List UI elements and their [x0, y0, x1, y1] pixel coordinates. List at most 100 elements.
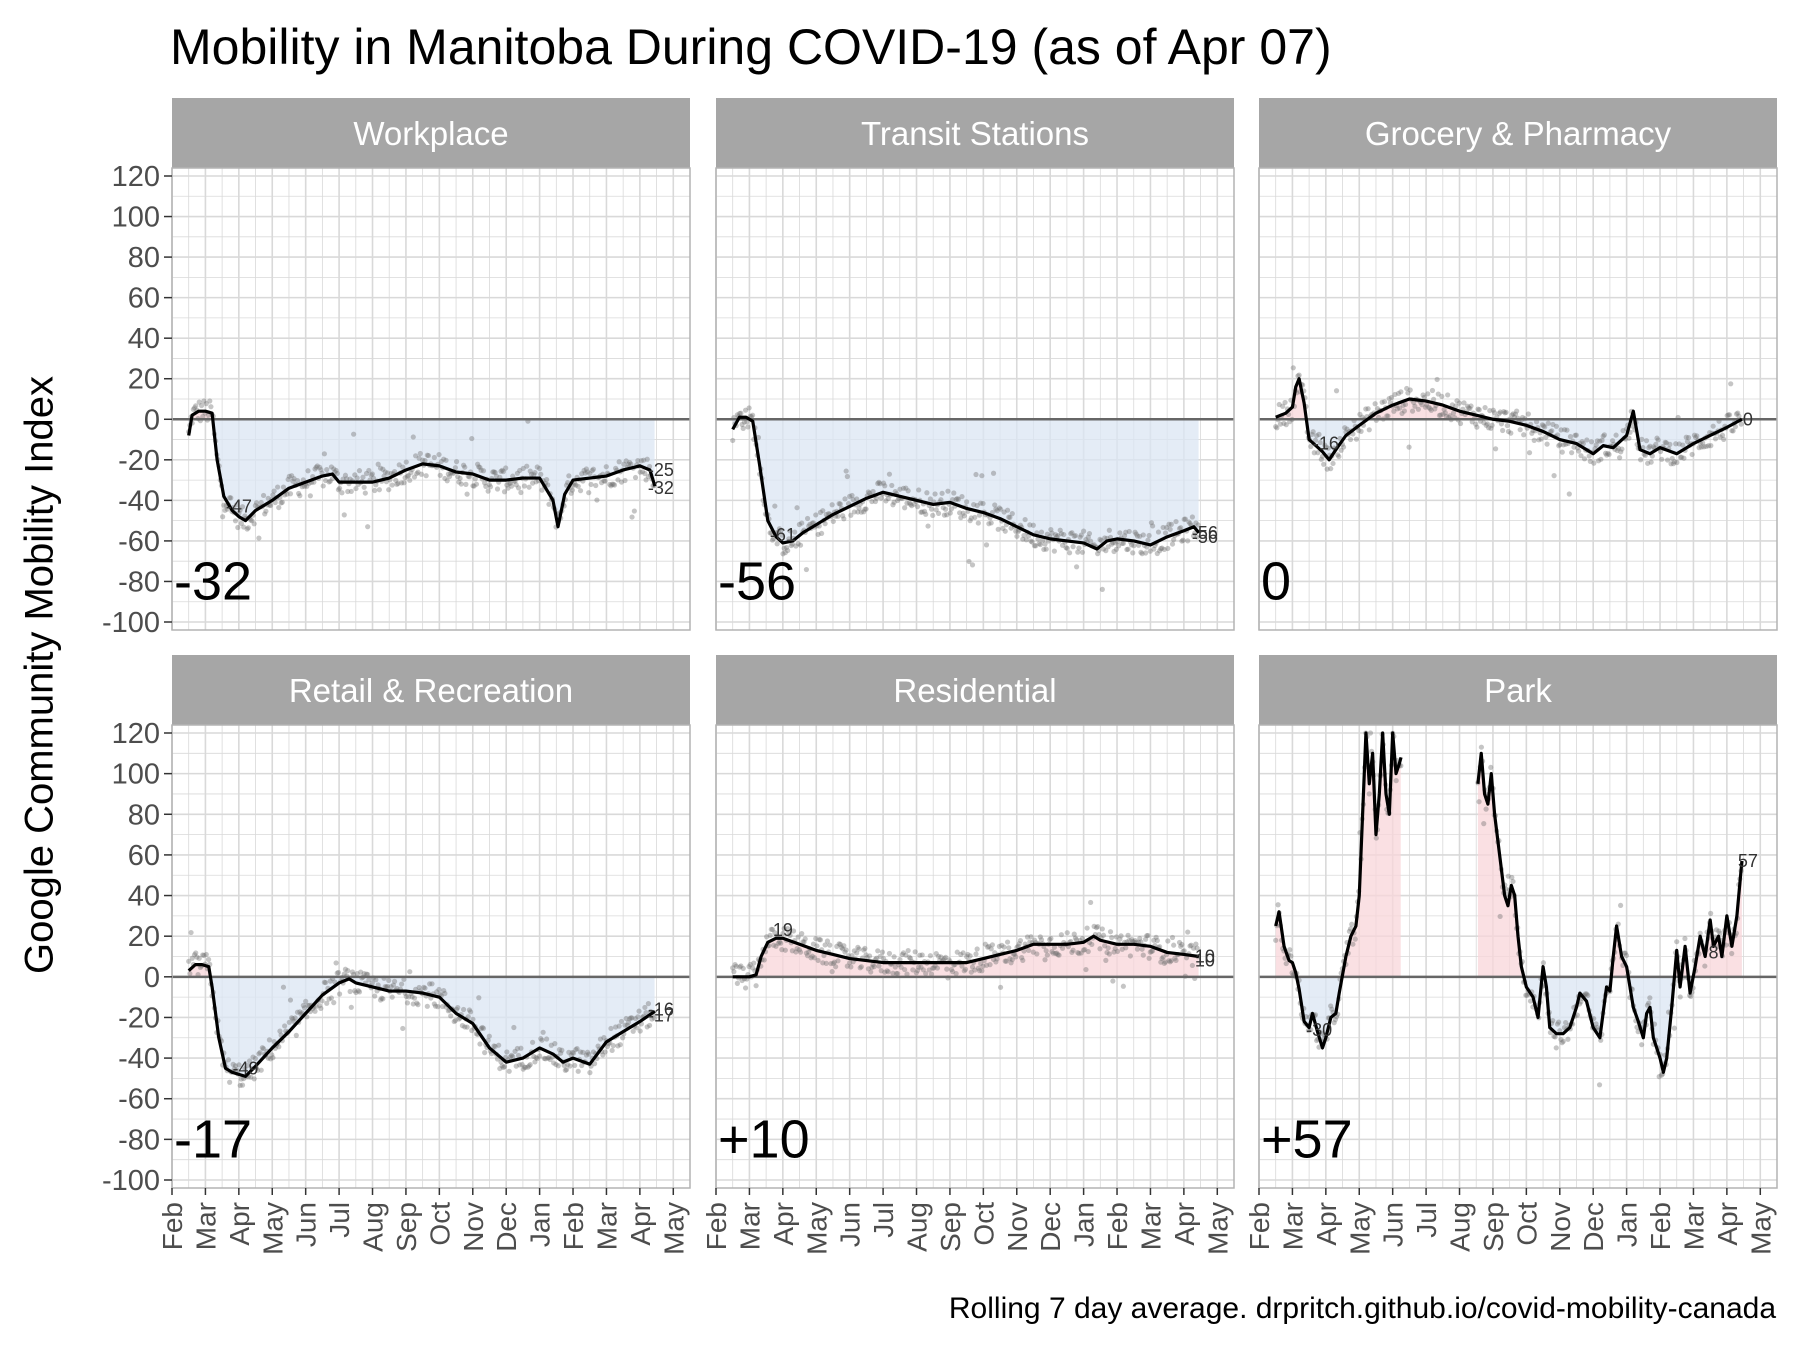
data-point	[1165, 938, 1171, 944]
data-point	[437, 472, 443, 478]
data-point	[961, 513, 967, 519]
data-point	[404, 1000, 411, 1006]
data-point	[1407, 387, 1413, 393]
area-below-zero	[1635, 419, 1742, 454]
data-point	[1180, 537, 1186, 543]
data-point	[799, 931, 805, 937]
data-point	[1181, 516, 1187, 522]
data-point	[1058, 932, 1064, 938]
data-point	[353, 485, 359, 492]
data-point	[1323, 444, 1329, 450]
data-point	[383, 984, 389, 990]
data-point	[1150, 523, 1156, 529]
data-point	[615, 1043, 621, 1049]
data-point	[568, 490, 574, 496]
strip-label-grocery-pharmacy: Grocery & Pharmacy	[1365, 115, 1672, 152]
data-point	[1698, 444, 1705, 450]
data-point	[479, 1024, 485, 1031]
data-point	[587, 470, 593, 477]
data-point	[1420, 392, 1426, 398]
data-point	[1573, 432, 1579, 438]
data-point	[1027, 522, 1033, 528]
data-point	[272, 499, 278, 506]
data-point	[849, 492, 855, 499]
data-point	[1708, 443, 1714, 449]
data-point	[866, 490, 873, 496]
data-point	[546, 501, 552, 507]
data-point	[224, 506, 230, 512]
data-point	[1476, 407, 1482, 413]
data-point	[491, 469, 497, 475]
data-point	[499, 467, 505, 473]
data-point	[1678, 454, 1685, 460]
data-point	[587, 1070, 593, 1076]
data-point	[643, 477, 649, 483]
data-point	[1580, 441, 1586, 447]
data-point	[1158, 546, 1164, 552]
data-point	[1308, 443, 1314, 450]
data-point	[645, 474, 651, 480]
data-point	[188, 929, 194, 936]
data-point	[566, 473, 572, 479]
data-point	[909, 503, 915, 509]
data-point	[289, 473, 295, 479]
data-point	[1545, 420, 1551, 426]
data-point	[1113, 546, 1119, 552]
data-point	[465, 1014, 471, 1020]
data-point	[1097, 946, 1103, 952]
x-tick-label: Mar	[1277, 1202, 1308, 1250]
data-point	[1488, 425, 1494, 431]
data-point	[1064, 545, 1070, 551]
data-point	[1107, 929, 1114, 935]
data-point	[382, 984, 388, 990]
data-point	[1146, 955, 1152, 961]
x-tick-label: Feb	[1102, 1202, 1133, 1250]
data-point	[238, 1076, 244, 1082]
data-point	[339, 490, 345, 496]
data-point	[1088, 899, 1094, 906]
x-tick-label: Dec	[1578, 1202, 1609, 1252]
data-point	[483, 483, 489, 490]
data-point	[1009, 511, 1015, 517]
x-tick-label: Jun	[835, 1202, 866, 1247]
data-point	[868, 969, 874, 975]
data-point	[1120, 983, 1126, 989]
data-point	[468, 1009, 474, 1015]
data-point	[492, 469, 498, 476]
data-point	[997, 984, 1004, 990]
data-point	[1493, 446, 1499, 452]
data-point	[499, 1063, 505, 1069]
data-point	[1427, 406, 1433, 412]
data-point	[593, 482, 599, 489]
data-point	[480, 1025, 487, 1031]
y-tick-label: -80	[118, 1124, 160, 1156]
data-point	[613, 465, 619, 471]
data-point	[1322, 442, 1328, 448]
data-point	[1501, 408, 1507, 415]
data-point	[1397, 405, 1403, 411]
data-point	[394, 481, 400, 487]
data-point	[501, 1063, 508, 1070]
data-point	[1114, 948, 1121, 955]
data-point	[324, 1000, 330, 1006]
data-point	[1021, 532, 1027, 539]
data-point	[1553, 423, 1560, 429]
y-tick-label: -60	[118, 1084, 160, 1116]
data-point	[1512, 411, 1519, 417]
data-point	[1560, 1038, 1566, 1044]
data-point	[1388, 394, 1395, 401]
data-point	[389, 994, 395, 1000]
data-point	[1095, 924, 1101, 930]
data-point	[225, 1057, 232, 1063]
data-point	[741, 419, 748, 425]
data-point	[417, 450, 423, 457]
data-point	[1162, 530, 1169, 536]
data-point	[610, 481, 616, 487]
data-point	[398, 480, 405, 486]
data-point	[510, 473, 516, 479]
x-tick-label: Sep	[1478, 1202, 1509, 1252]
data-point	[590, 466, 597, 472]
data-point	[1735, 410, 1741, 416]
data-point	[1490, 407, 1496, 413]
data-point	[1048, 935, 1054, 942]
